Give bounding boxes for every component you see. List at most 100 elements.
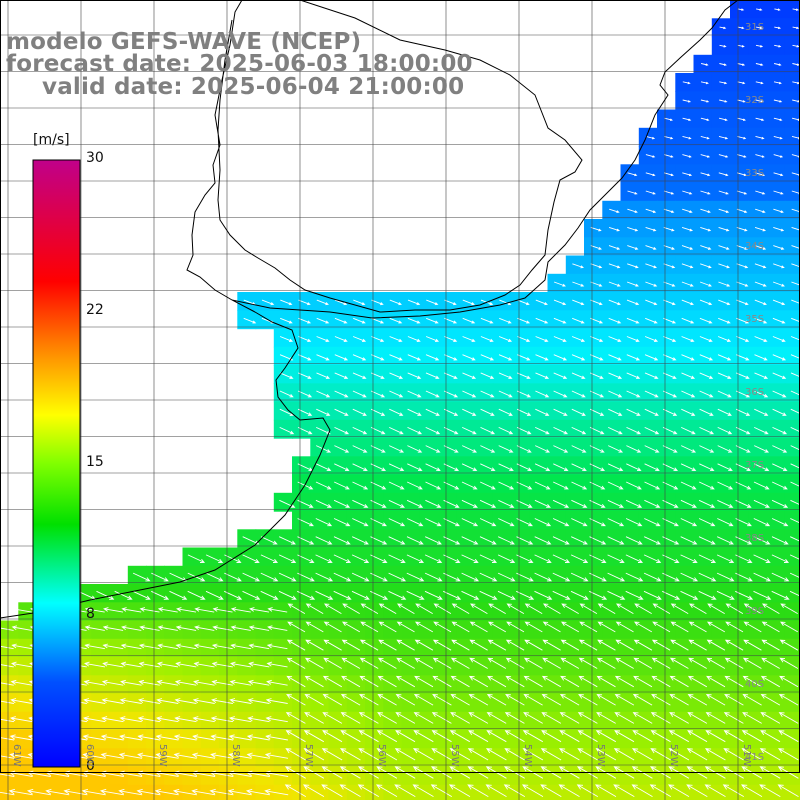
wind-arrow xyxy=(699,463,715,472)
wind-arrow xyxy=(462,426,477,435)
wind-arrow xyxy=(772,372,787,379)
wind-arrow xyxy=(535,372,550,379)
wind-arrow xyxy=(535,426,550,435)
wind-arrow xyxy=(535,299,548,306)
wind-arrow xyxy=(394,784,416,797)
wind-arrow xyxy=(192,698,215,704)
wind-arrow xyxy=(773,99,783,103)
wind-arrow xyxy=(316,299,329,306)
wind-arrow xyxy=(488,621,507,633)
wind-arrow xyxy=(717,463,733,472)
wind-arrow xyxy=(517,354,531,361)
wind-arrow xyxy=(424,554,443,563)
wind-arrow xyxy=(461,572,480,582)
field-cell xyxy=(784,237,800,257)
wind-arrow xyxy=(487,639,507,651)
wind-arrow xyxy=(267,607,288,613)
wind-arrow xyxy=(613,784,635,797)
wind-arrow xyxy=(704,784,726,797)
wind-arrow xyxy=(774,44,782,48)
wind-arrow xyxy=(753,554,771,563)
wind-arrow xyxy=(242,572,261,582)
wind-arrow xyxy=(431,712,452,724)
wind-arrow xyxy=(608,445,624,453)
wind-arrow xyxy=(341,675,361,688)
wind-arrow xyxy=(192,716,215,723)
wind-arrow xyxy=(542,657,561,669)
lon-label: 59W xyxy=(157,744,168,767)
wind-arrow xyxy=(773,208,784,213)
wind-arrow xyxy=(760,675,781,688)
wind-arrow xyxy=(522,730,544,743)
wind-arrow xyxy=(699,372,714,379)
wind-arrow xyxy=(498,408,513,416)
wind-arrow xyxy=(719,99,728,103)
wind-arrow xyxy=(334,390,349,398)
wind-arrow xyxy=(753,536,771,545)
wind-arrow xyxy=(444,299,457,306)
wind-arrow xyxy=(571,426,587,435)
wind-arrow xyxy=(45,788,70,796)
wind-arrow xyxy=(680,536,698,545)
wind-arrow xyxy=(699,336,713,342)
wind-arrow xyxy=(570,590,589,600)
wind-arrow xyxy=(790,390,800,396)
wind-arrow xyxy=(790,518,800,524)
wind-arrow xyxy=(352,372,367,379)
wind-arrow xyxy=(688,639,707,651)
wind-arrow xyxy=(388,536,406,545)
wind-arrow xyxy=(699,426,715,435)
wind-arrow xyxy=(664,117,673,121)
wind-arrow xyxy=(316,354,330,361)
wind-arrow xyxy=(717,354,732,361)
wind-arrow xyxy=(486,730,507,743)
wind-arrow xyxy=(102,643,124,650)
wind-arrow xyxy=(772,426,788,435)
wind-arrow xyxy=(645,245,657,250)
wind-arrow xyxy=(552,499,570,508)
wind-arrow xyxy=(175,643,197,650)
wind-arrow xyxy=(425,354,440,361)
wind-arrow xyxy=(193,679,215,686)
field-cell xyxy=(784,73,800,92)
wind-arrow xyxy=(371,336,385,342)
wind-arrow xyxy=(389,445,405,453)
wind-arrow xyxy=(553,317,567,324)
title-forecast-date: forecast date: 2025-06-03 18:00:00 xyxy=(6,51,473,77)
wind-arrow xyxy=(718,299,731,306)
wind-arrow xyxy=(608,426,623,435)
wind-arrow xyxy=(322,693,343,706)
wind-arrow xyxy=(333,518,351,527)
wind-arrow xyxy=(303,784,325,797)
lat-label: 37S xyxy=(745,460,765,471)
colorbar-tick-15: 15 xyxy=(86,454,104,470)
wind-arrow xyxy=(688,621,707,633)
wind-arrow xyxy=(553,299,567,306)
wind-arrow xyxy=(644,481,661,490)
wind-arrow xyxy=(644,390,659,398)
wind-arrow xyxy=(425,426,441,435)
wind-arrow xyxy=(462,408,477,416)
wind-arrow xyxy=(717,336,732,342)
wind-arrow xyxy=(753,590,772,600)
wind-arrow xyxy=(406,518,424,527)
wind-arrow xyxy=(212,607,233,613)
wind-arrow xyxy=(716,572,735,582)
field-cell xyxy=(127,784,147,800)
wind-arrow xyxy=(633,657,653,669)
wind-arrow xyxy=(432,693,452,706)
wind-arrow xyxy=(596,712,616,724)
wind-arrow xyxy=(595,784,617,797)
field-cell xyxy=(784,127,800,147)
wind-arrow xyxy=(541,730,562,743)
wind-arrow xyxy=(668,784,690,797)
wind-arrow xyxy=(444,336,458,342)
wind-arrow xyxy=(670,621,689,633)
wind-arrow xyxy=(644,354,659,361)
wind-arrow xyxy=(228,752,252,759)
field-cell xyxy=(784,511,800,530)
wind-arrow xyxy=(571,390,586,398)
wind-arrow xyxy=(790,463,800,469)
wind-arrow xyxy=(101,716,124,723)
wind-arrow xyxy=(376,730,398,743)
